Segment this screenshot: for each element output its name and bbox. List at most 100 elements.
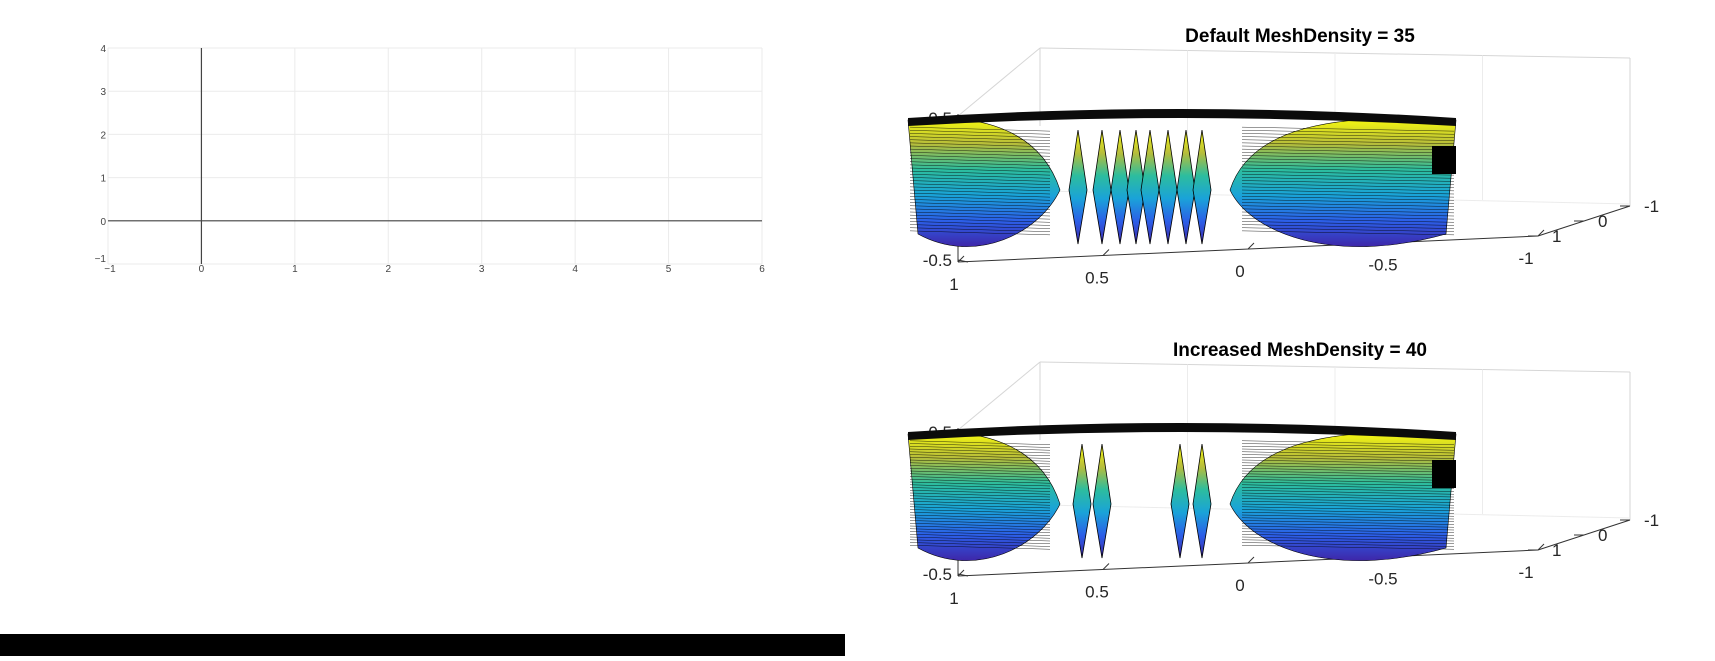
mesh-line [909, 148, 1051, 154]
mesh-line [1241, 509, 1455, 514]
surface-spike [1192, 129, 1212, 245]
mesh-line [909, 189, 1051, 195]
mesh-line [909, 495, 1051, 500]
mesh-line [909, 492, 1051, 498]
mesh-line [909, 536, 1051, 542]
surface-spike [1110, 129, 1130, 245]
mesh-line [1241, 446, 1455, 451]
mesh-line [909, 155, 1051, 160]
mesh-line [1241, 443, 1455, 448]
x-tick [957, 569, 965, 577]
mesh-line [909, 487, 1051, 492]
mesh-line [909, 202, 1051, 207]
y-tick-label: 1 [1552, 541, 1561, 560]
mesh-line [1241, 479, 1455, 484]
mesh-line [909, 512, 1051, 517]
mesh-line [1241, 192, 1455, 198]
mesh-line [909, 448, 1051, 454]
mesh-line [1241, 517, 1455, 522]
mesh-line [909, 142, 1051, 148]
mesh-line [909, 473, 1051, 478]
mesh-line [1241, 199, 1455, 204]
mesh-line [1241, 523, 1455, 528]
mesh-line [1241, 183, 1455, 188]
mesh-line [909, 528, 1051, 533]
mesh-line [1241, 139, 1455, 144]
mesh-line [909, 457, 1051, 462]
mesh-line [909, 468, 1051, 473]
z-tick-label: -0.5 [923, 251, 952, 270]
surface-plots-canvas: Default MeshDensity = 35 -0.5 0 0.5 1 0.5 0 -0.… [907, 26, 1659, 608]
mesh-line [909, 227, 1051, 232]
surface-mesh [907, 423, 1457, 561]
mesh-line [909, 484, 1051, 489]
mesh-line [1241, 133, 1455, 138]
empty-2d-plot: −1 0 1 2 3 4 5 6 −1 0 1 2 3 4 [0, 0, 845, 300]
mesh-line [1241, 481, 1455, 487]
mesh-line [909, 214, 1051, 220]
mesh-line [909, 481, 1051, 487]
surface-spike [1192, 443, 1212, 559]
mesh-line [1241, 506, 1455, 511]
mesh-line [1241, 534, 1455, 539]
mesh-line [1241, 202, 1455, 207]
mesh-line [909, 205, 1051, 210]
mesh-line [909, 476, 1051, 481]
mesh-line [1241, 525, 1455, 531]
mesh-line [1241, 211, 1455, 217]
x-tick-label: -0.5 [1368, 570, 1397, 589]
mesh-line [909, 465, 1051, 470]
x-tick-label: 2 [386, 264, 392, 275]
mesh-line [1241, 440, 1455, 445]
mesh-line [1241, 462, 1455, 467]
mesh-line [909, 525, 1051, 531]
mesh-line [1241, 492, 1455, 498]
surface-spike [1072, 443, 1092, 559]
mesh-line [909, 211, 1051, 217]
x-tick-label: 5 [666, 264, 672, 275]
mesh-line [1241, 208, 1455, 214]
mesh-line [909, 186, 1051, 192]
mesh-line [909, 208, 1051, 214]
surface-spike [1176, 129, 1196, 245]
mesh-line [1241, 230, 1455, 236]
mesh-line [909, 451, 1051, 456]
mesh-line [909, 218, 1051, 223]
mesh-line [1241, 520, 1455, 525]
y-tick-label: 1 [1552, 227, 1561, 246]
mesh-line [1241, 512, 1455, 517]
mesh-line [1241, 451, 1455, 456]
mesh-line [909, 501, 1051, 506]
mesh-line [909, 523, 1051, 528]
mesh-line [1241, 167, 1455, 173]
mesh-line [1241, 180, 1455, 185]
mesh-line [909, 517, 1051, 522]
mesh-line [1241, 473, 1455, 478]
mesh-line [909, 170, 1051, 176]
surface-spike [1092, 443, 1112, 559]
mesh-line [909, 462, 1051, 467]
mesh-line [909, 534, 1051, 539]
mesh-line [1241, 164, 1455, 170]
mesh-line [909, 446, 1051, 451]
surface-spike [1140, 129, 1160, 245]
mesh-line [1241, 145, 1455, 151]
mesh-line [1241, 218, 1455, 223]
mesh-line [1241, 224, 1455, 229]
mesh-line [1241, 221, 1455, 226]
mesh-line [1241, 457, 1455, 462]
surface-rim [908, 109, 1456, 126]
x-tick [1247, 556, 1255, 564]
x-tick-label: -1 [1518, 249, 1533, 268]
mesh-line [1241, 158, 1455, 163]
mesh-line [1241, 174, 1455, 179]
black-footer-bar [0, 634, 845, 656]
x-tick-label: 1 [949, 275, 958, 294]
mesh-line [909, 139, 1051, 144]
x-tick-label: 4 [572, 264, 578, 275]
mesh-line [1241, 545, 1455, 550]
mesh-line [909, 454, 1051, 459]
mesh-line [1241, 536, 1455, 542]
y-tick-label: −1 [95, 254, 107, 265]
x-tick-label: −1 [104, 264, 116, 275]
